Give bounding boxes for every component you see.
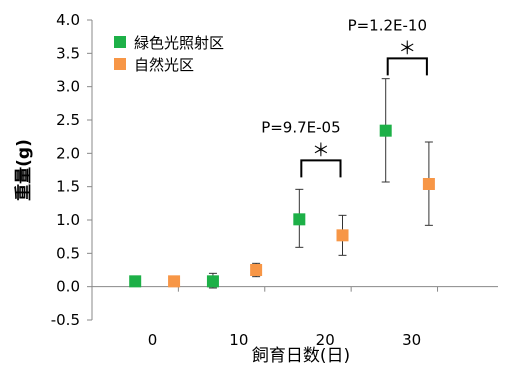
p-value-label: P=9.7E-05 [261,118,340,136]
data-point-green [206,275,219,288]
data-point-natural [168,275,181,288]
x-tick-label: 30 [402,331,421,349]
y-axis-title: 重量(g) [13,139,34,201]
significance-bracket [300,159,342,178]
legend-label: 緑色光照射区 [134,34,224,52]
significance-mark: ＊ [398,38,416,59]
data-point-natural [250,264,263,276]
plot-area: -0.5 0.0 0.5 1.0 1.5 2.0 2.5 3.0 3.5 4.0 0 10 20 30 ＊ P… [51,11,498,349]
x-axis-title: 飼育日数(日) [252,346,350,366]
significance-mark: ＊ [312,140,330,161]
legend-label: 自然光区 [134,56,194,74]
y-tick-label: 0.0 [56,278,80,296]
y-tick-label: 1.0 [56,211,80,229]
y-tick-label: 2.0 [56,144,80,162]
x-tick-label: 20 [316,331,335,349]
y-tick-label: 3.5 [56,44,80,62]
data-point-green [293,213,306,226]
p-value-label: P=1.2E-10 [348,16,427,34]
y-tick-label: 3.0 [56,78,80,96]
x-tick-label: 0 [148,331,158,349]
legend-swatch [114,58,126,70]
y-tick-label: 0.5 [56,244,80,262]
data-point-green [379,124,392,137]
data-point-green [129,275,142,288]
y-tick-label: 1.5 [56,178,80,196]
x-tick-label: 10 [229,331,248,349]
y-tick-label: 4.0 [56,11,80,29]
significance-bracket [386,57,428,76]
y-tick-label: 2.5 [56,111,80,129]
legend-swatch [114,36,126,48]
data-point-natural [422,178,435,190]
y-tick-label: -0.5 [51,311,80,329]
data-point-natural [336,229,349,242]
